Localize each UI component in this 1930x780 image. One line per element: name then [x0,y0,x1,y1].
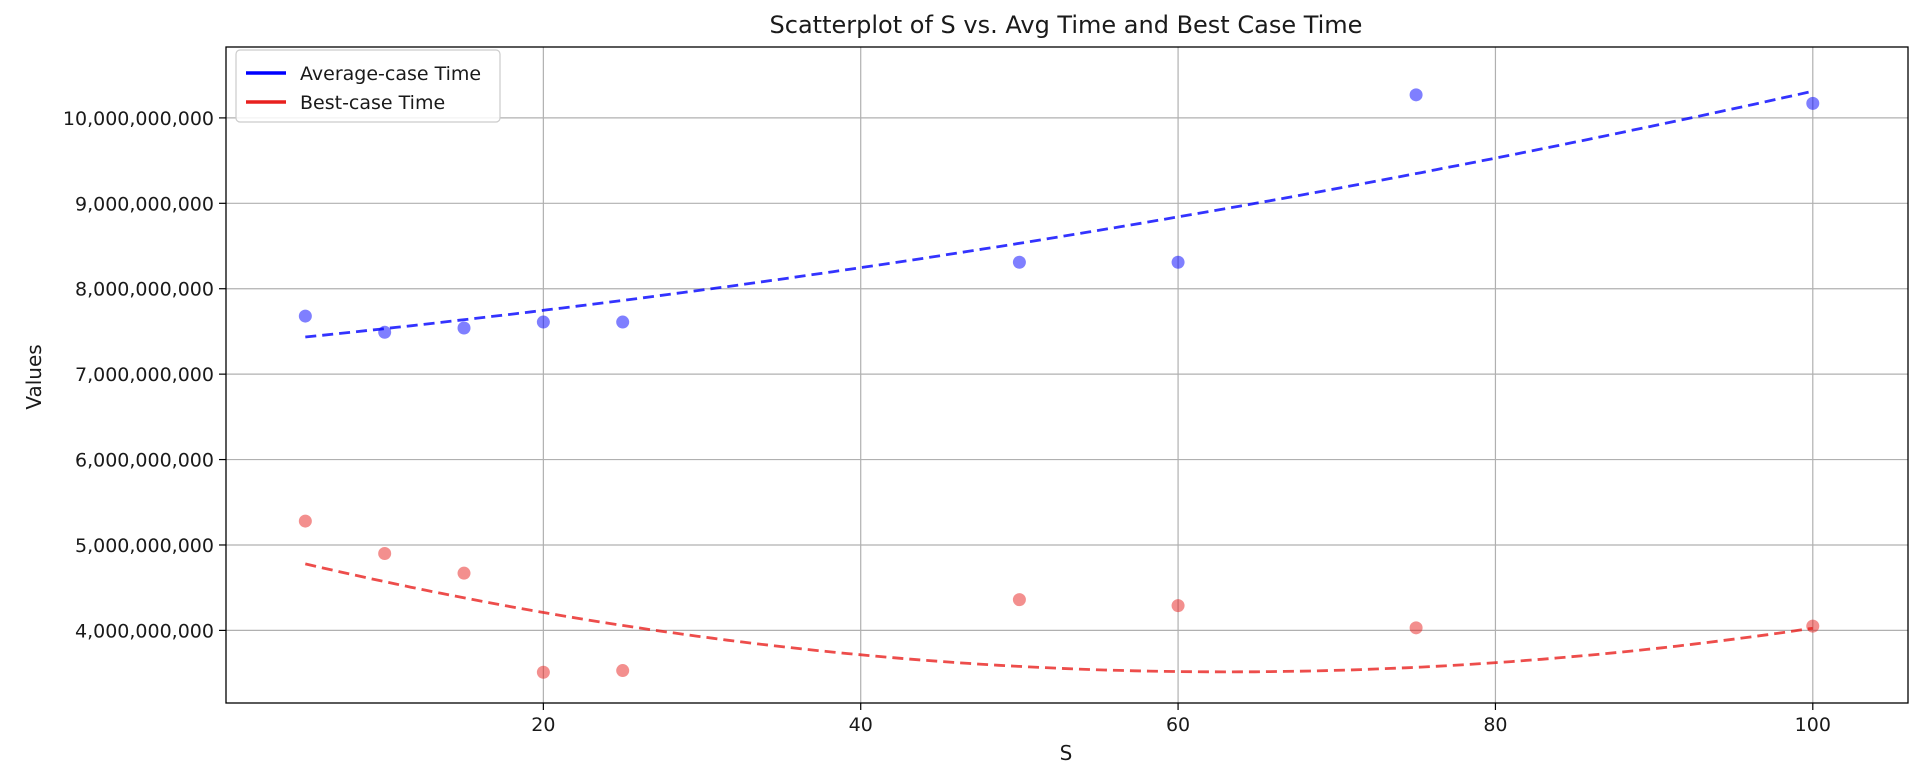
y-axis-label: Values [22,344,46,409]
data-point-series-0 [1409,88,1423,102]
y-tick-label: 7,000,000,000 [75,364,214,386]
legend-label-average: Average-case Time [300,63,481,85]
x-tick-label: 20 [531,714,555,736]
x-tick-label: 80 [1483,714,1507,736]
plot-area-frame [225,46,1909,704]
grid-lines [226,47,1908,703]
trend-lines [304,89,1814,674]
trend-line-series-1 [304,562,1814,674]
y-tick-label: 10,000,000,000 [63,108,214,130]
data-point-series-0 [536,315,550,329]
y-tick-label: 5,000,000,000 [75,535,214,557]
data-point-series-0 [298,309,312,323]
y-tick-label: 8,000,000,000 [75,279,214,301]
data-point-series-0 [1806,96,1820,110]
data-point-series-1 [457,566,471,580]
chart-title: Scatterplot of S vs. Avg Time and Best C… [770,11,1363,39]
data-point-series-0 [1171,255,1185,269]
data-point-series-1 [378,547,392,561]
legend: Average-case Time Best-case Time [235,49,501,123]
data-points [298,88,1820,679]
legend-label-best: Best-case Time [300,92,445,114]
data-point-series-1 [1171,599,1185,613]
x-tick-label: 100 [1795,714,1831,736]
y-axis-ticks: 4,000,000,000 5,000,000,000 6,000,000,000 7… [63,108,226,642]
x-tick-label: 40 [849,714,873,736]
data-point-series-1 [1409,621,1423,635]
data-point-series-0 [1012,255,1026,269]
x-axis-label: S [1060,741,1073,765]
legend-box [235,49,501,123]
x-tick-label: 60 [1166,714,1190,736]
y-tick-label: 4,000,000,000 [75,620,214,642]
data-point-series-1 [1012,593,1026,607]
y-tick-label: 9,000,000,000 [75,193,214,215]
data-point-series-0 [616,315,630,329]
data-point-series-1 [1806,619,1820,633]
data-point-series-0 [378,325,392,339]
x-axis-ticks: 20 40 60 80 100 [531,703,1831,736]
data-point-series-1 [298,514,312,528]
data-point-series-1 [536,665,550,679]
trend-line-series-0 [305,89,1814,339]
data-point-series-1 [616,664,630,678]
y-tick-label: 6,000,000,000 [75,450,214,472]
data-point-series-0 [457,321,471,335]
